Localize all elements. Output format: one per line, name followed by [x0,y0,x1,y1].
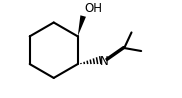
Text: N: N [100,55,109,68]
Polygon shape [78,15,86,36]
Text: OH: OH [84,2,102,15]
